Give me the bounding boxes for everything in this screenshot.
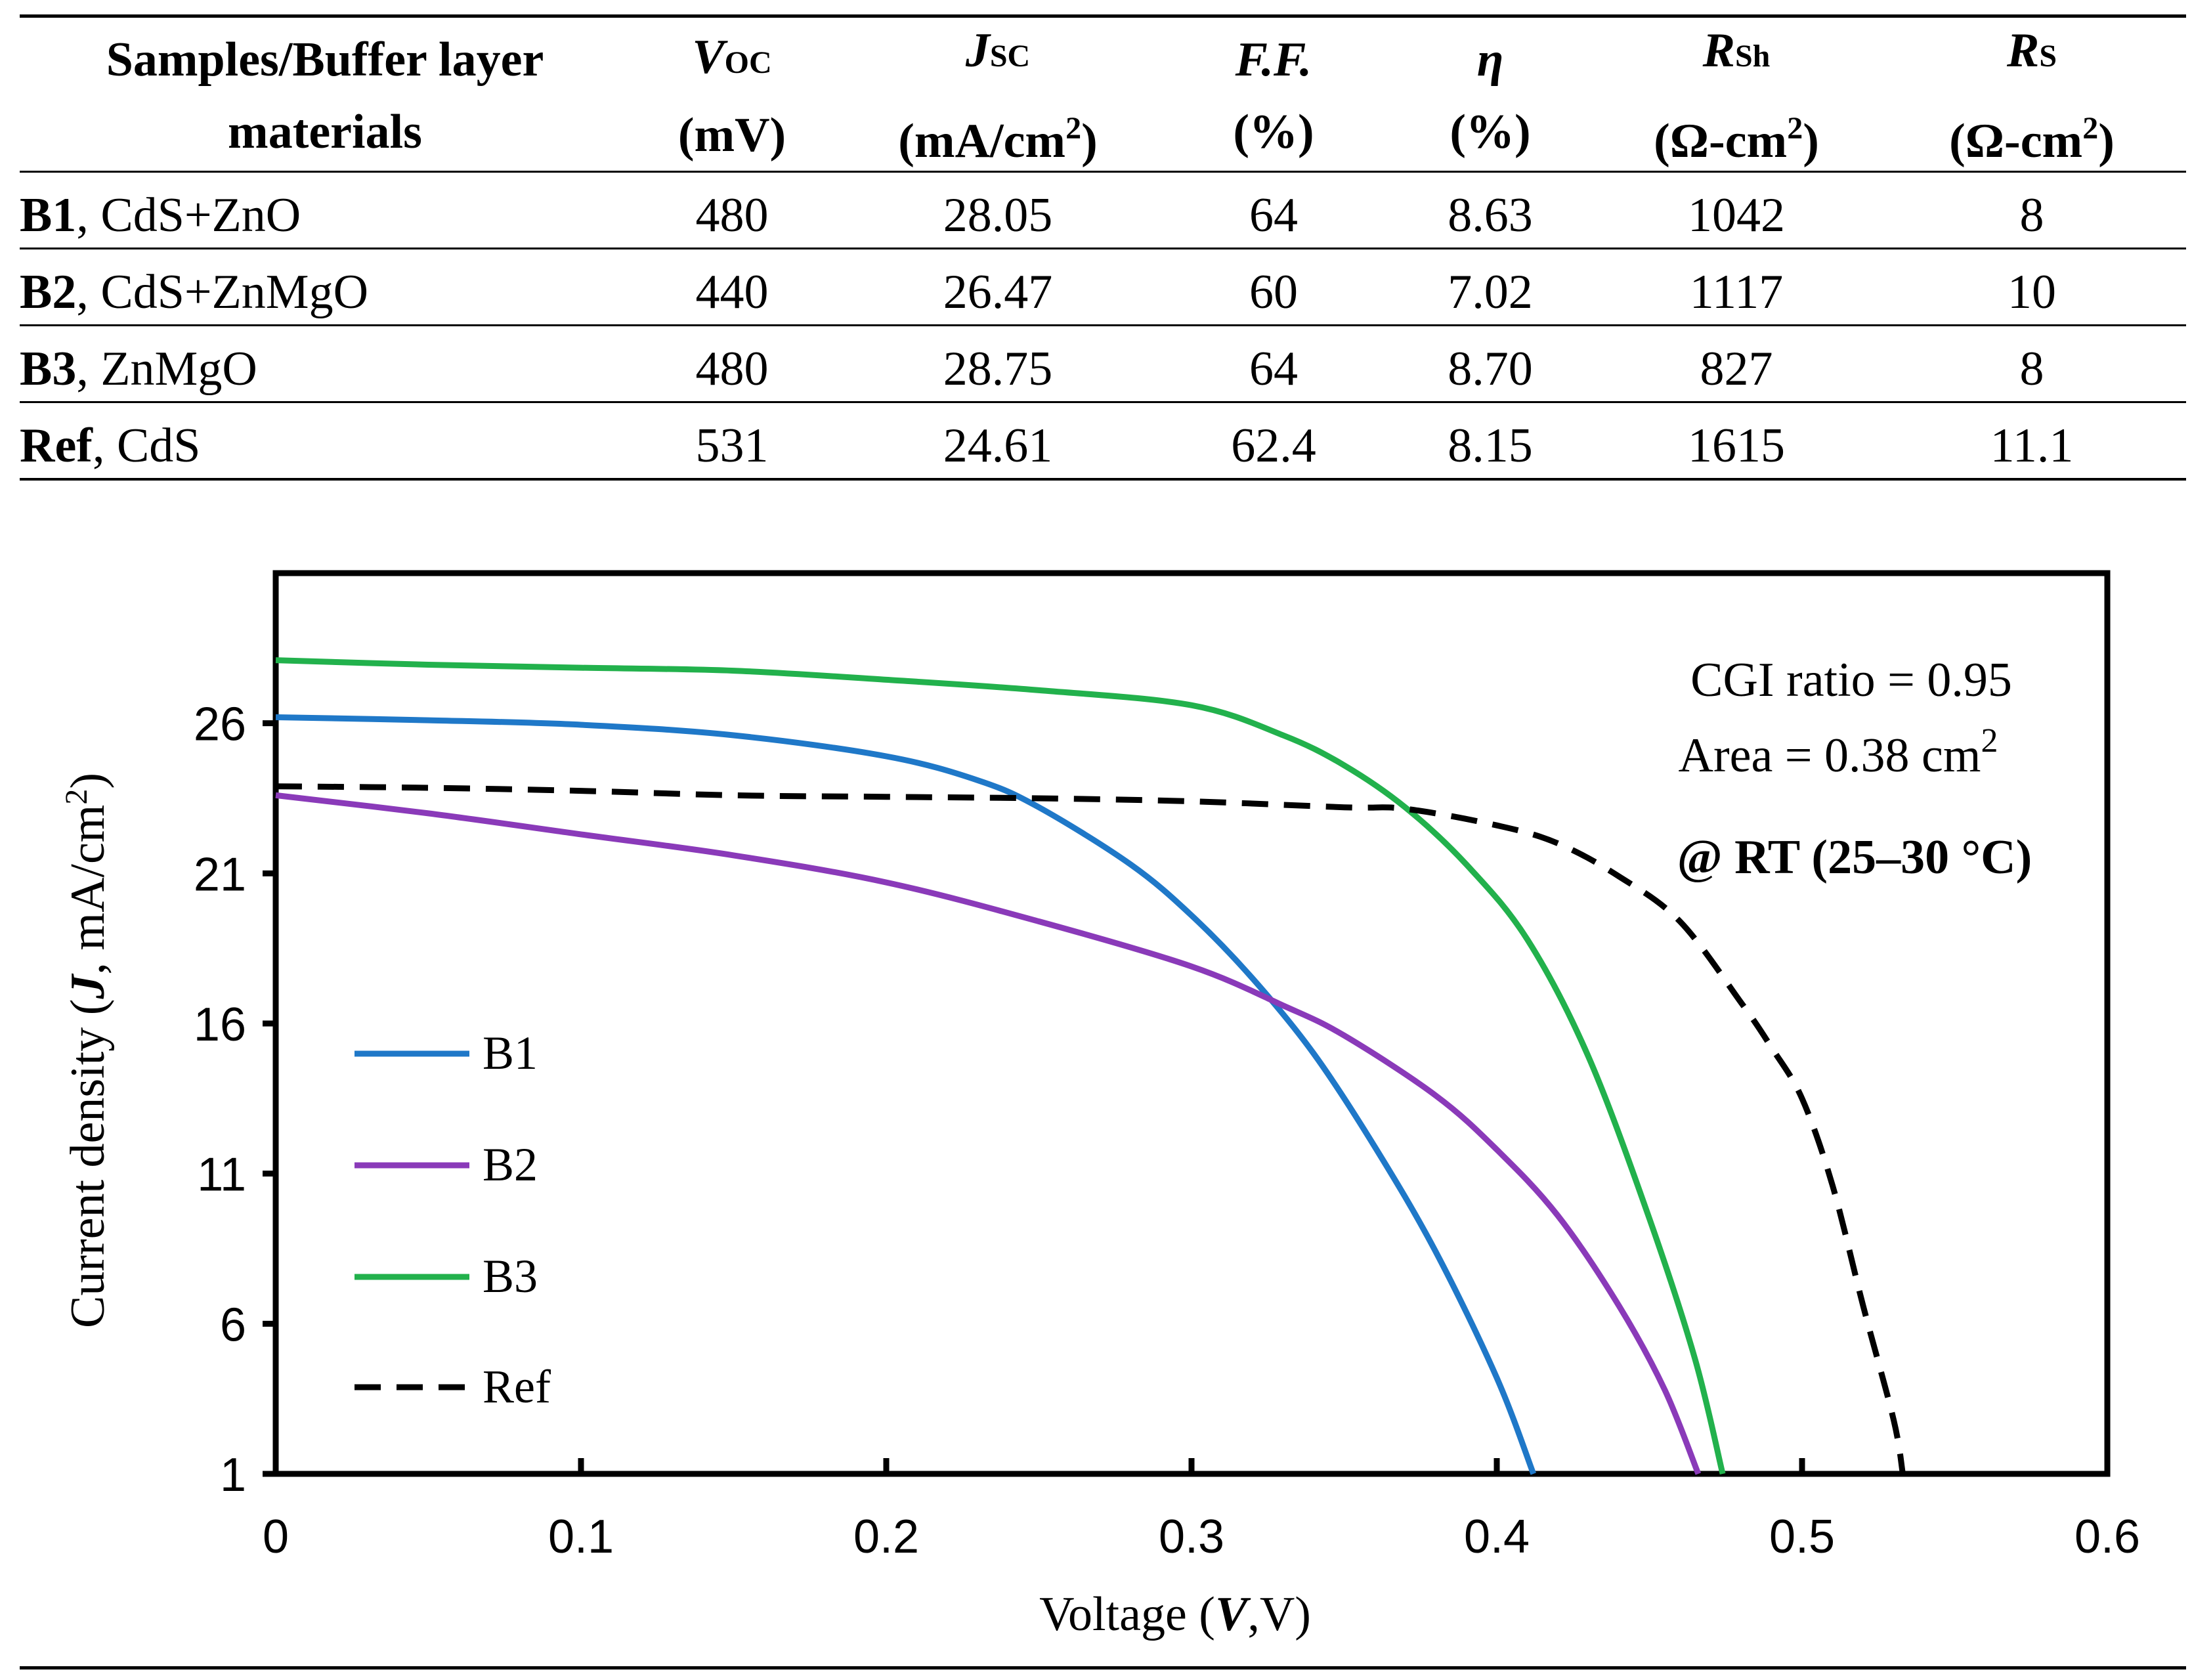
cell-voc: 480 (695, 188, 769, 242)
series-line-b3 (275, 657, 1726, 1475)
cell-rs: 11.1 (1990, 419, 2074, 473)
x-tick-label: 0.2 (853, 1511, 919, 1563)
header-jsc: JSC (mA/cm2) (898, 24, 1098, 168)
cgi-ratio-annotation: CGI ratio = 0.95 (1690, 653, 2012, 707)
y-tick-label: 11 (197, 1149, 246, 1201)
cell-rsh: 827 (1700, 342, 1773, 396)
header-eta: η (%) (1450, 33, 1531, 159)
y-axis-title: Current density (J, mA/cm2) (59, 773, 115, 1328)
table-row: Ref, CdS 531 24.61 62.4 8.15 1615 11.1 (20, 408, 2186, 485)
legend-label-b2: B2 (483, 1138, 538, 1191)
temperature-annotation: @ RT (25–30 °C) (1677, 830, 2032, 884)
header-rsh: RSh (Ω-cm2) (1654, 24, 1819, 168)
table-row: B1, CdS+ZnO 480 28.05 64 8.63 1042 8 (20, 177, 2186, 254)
table-row: B2, CdS+ZnMgO 440 26.47 60 7.02 1117 10 (20, 254, 2186, 331)
table-row-rule (20, 324, 2186, 326)
header-rs: RS (Ω-cm2) (1949, 24, 2115, 168)
cell-rs: 8 (2019, 342, 2044, 396)
header-ff: F.F. (%) (1233, 33, 1314, 159)
y-tick-label: 26 (194, 699, 246, 751)
legend-label-ref: Ref (483, 1360, 551, 1413)
x-tick-label: 0.3 (1159, 1511, 1224, 1563)
cell-rsh: 1117 (1689, 265, 1784, 319)
table-bottom-rule (20, 478, 2186, 481)
plot-frame (272, 570, 2111, 1477)
cell-rsh: 1615 (1688, 419, 1785, 473)
cell-eta: 8.63 (1448, 188, 1533, 242)
cell-ff: 64 (1249, 342, 1298, 396)
table-row-rule (20, 401, 2186, 403)
header-voc: VOC (mV) (677, 30, 786, 162)
y-tick-label: 16 (194, 999, 246, 1051)
legend-label-b3: B3 (483, 1250, 538, 1303)
cell-voc: 480 (695, 342, 769, 396)
cell-sample: B3, ZnMgO (20, 342, 257, 396)
cell-ff: 60 (1249, 265, 1298, 319)
y-tick-label: 6 (220, 1299, 246, 1351)
x-tick-label: 0.6 (2074, 1511, 2140, 1563)
table-header-row: Samples/Buffer layer materials VOC (mV) … (20, 14, 2186, 177)
y-tick-label: 21 (194, 848, 246, 901)
table-top-rule (20, 14, 2186, 18)
cell-jsc: 26.47 (943, 265, 1053, 319)
cell-voc: 531 (695, 419, 769, 473)
results-table: Samples/Buffer layer materials VOC (mV) … (20, 14, 2186, 485)
plot-frame-group (272, 570, 2111, 1477)
cell-eta: 8.70 (1448, 342, 1533, 396)
cell-jsc: 28.05 (943, 188, 1053, 242)
cell-rs: 8 (2019, 188, 2044, 242)
cell-sample: B1, CdS+ZnO (20, 188, 301, 242)
x-axis-title: Voltage (V,V) (1039, 1587, 1311, 1641)
x-tick-label: 0.4 (1464, 1511, 1530, 1563)
x-tick-label: 0.1 (548, 1511, 614, 1563)
cell-sample: B2, CdS+ZnMgO (20, 265, 369, 319)
cell-sample: Ref, CdS (20, 419, 201, 473)
y-tick-label: 1 (220, 1449, 246, 1501)
cell-eta: 8.15 (1448, 419, 1533, 473)
table-row: B3, ZnMgO 480 28.75 64 8.70 827 8 (20, 331, 2186, 408)
cell-rs: 10 (2008, 265, 2056, 319)
legend-label-b1: B1 (483, 1027, 538, 1079)
series-group (275, 657, 1906, 1475)
cell-jsc: 28.75 (943, 342, 1053, 396)
header-samples: Samples/Buffer layer materials (106, 33, 544, 159)
cell-voc: 440 (695, 265, 769, 319)
cell-jsc: 24.61 (943, 419, 1053, 473)
cell-eta: 7.02 (1448, 265, 1533, 319)
series-line-b2 (275, 792, 1702, 1475)
figure-bottom-rule (20, 1666, 2186, 1669)
legend: B1 B2 B3 Ref (355, 1027, 551, 1413)
x-tick-label: 0 (263, 1511, 289, 1563)
cell-rsh: 1042 (1688, 188, 1785, 242)
table-row-rule (20, 248, 2186, 249)
area-annotation: Area = 0.38 cm2 (1679, 722, 1998, 783)
table-header-rule (20, 171, 2186, 173)
cell-ff: 64 (1249, 188, 1298, 242)
x-tick-label: 0.5 (1769, 1511, 1835, 1563)
series-line-b1 (275, 714, 1537, 1475)
cell-ff: 62.4 (1231, 419, 1316, 473)
